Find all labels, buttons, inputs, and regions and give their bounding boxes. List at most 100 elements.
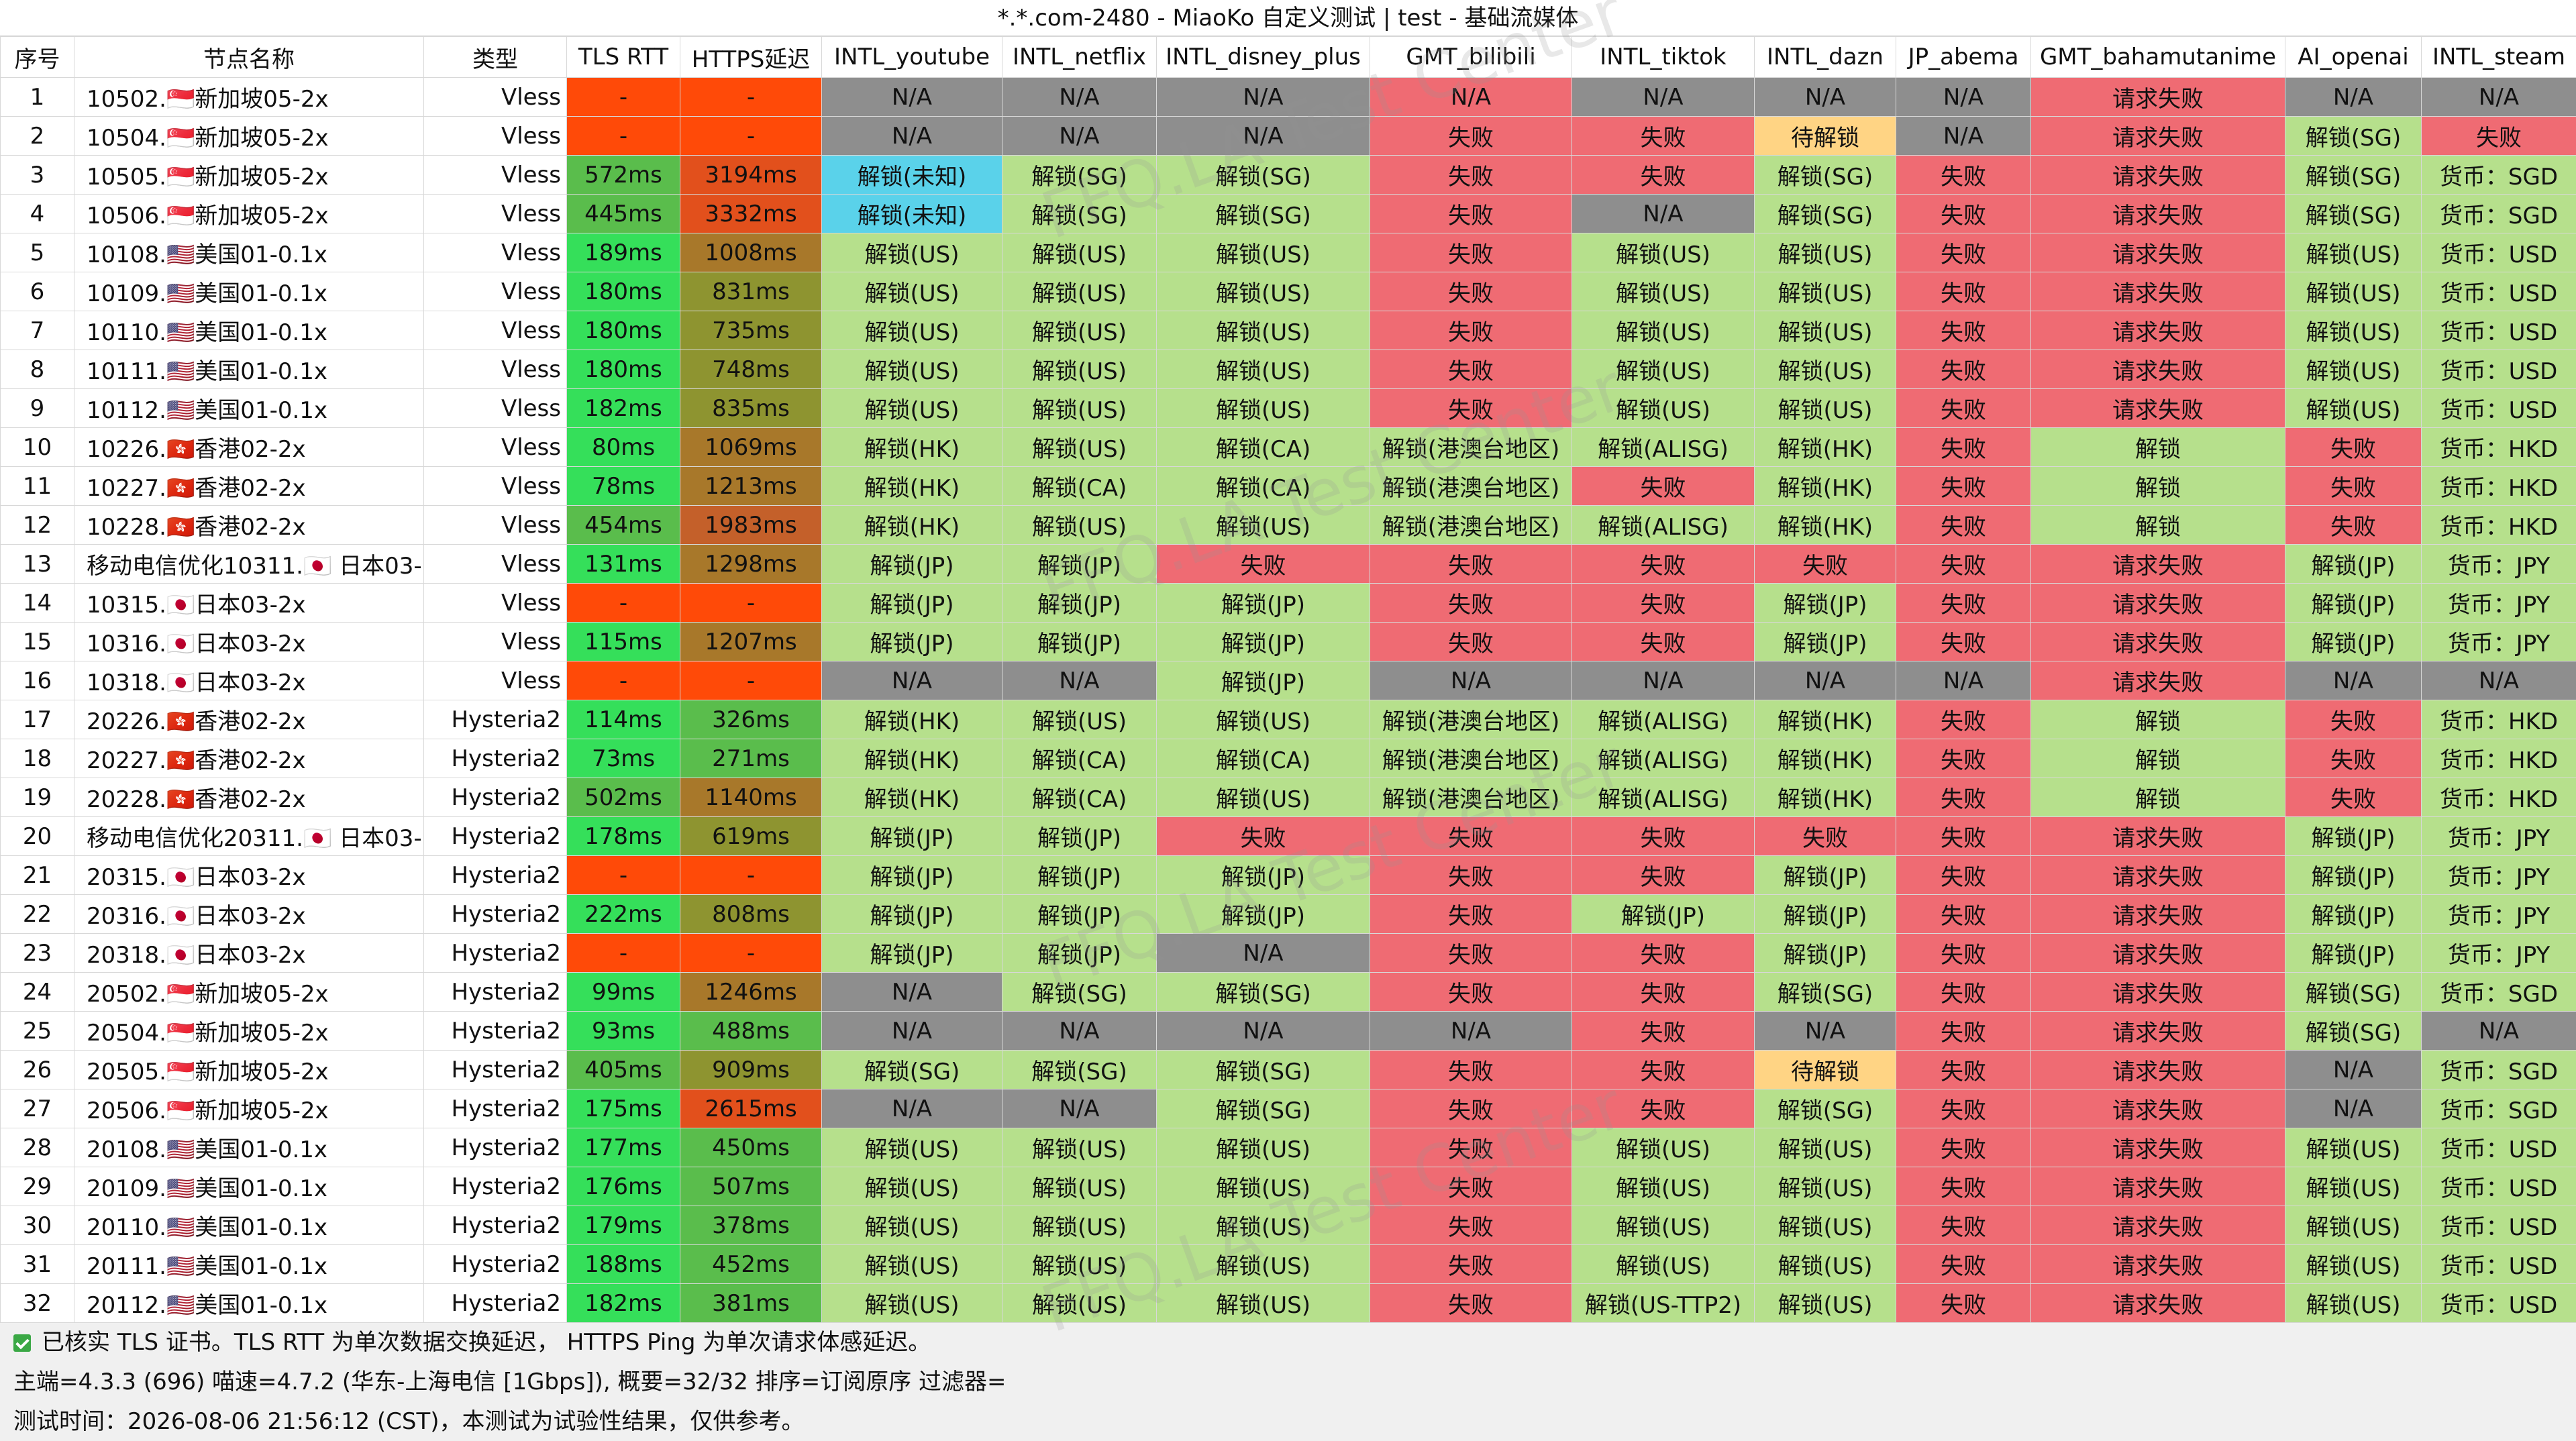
table-cell: 解锁(JP) xyxy=(1002,933,1157,973)
table-cell: 失败 xyxy=(1896,1283,2031,1323)
table-cell: 909ms xyxy=(680,1050,822,1089)
table-cell: 解锁(US) xyxy=(2285,1283,2422,1323)
table-cell: 解锁(US) xyxy=(1002,311,1157,350)
table-cell: 请求失败 xyxy=(2030,933,2285,973)
table-cell: 381ms xyxy=(680,1283,822,1323)
table-cell: 10227.🇭🇰香港02-2x xyxy=(74,466,424,506)
column-header: 序号 xyxy=(0,36,74,78)
table-cell: 解锁(HK) xyxy=(821,739,1002,778)
table-row: 31 20111.🇺🇸美国01-0.1x Hysteria2 188ms 452ms 解锁… xyxy=(0,1244,2576,1284)
table-cell: 解锁(CA) xyxy=(1002,739,1157,778)
table-cell: 解锁(ALISG) xyxy=(1572,739,1755,778)
table-cell: 32 xyxy=(0,1283,74,1323)
table-cell: 14 xyxy=(0,583,74,623)
table-cell: 解锁(SG) xyxy=(2285,155,2422,195)
table-cell: 解锁(SG) xyxy=(2285,194,2422,233)
table-cell: 货币：SGD xyxy=(2421,155,2576,195)
table-cell: 失败 xyxy=(1896,1011,2031,1051)
table-cell: 解锁(JP) xyxy=(1002,622,1157,661)
table-cell: Vless xyxy=(423,77,567,117)
table-cell: 735ms xyxy=(680,311,822,350)
table-cell: 失败 xyxy=(1156,816,1370,856)
table-row: 30 20110.🇺🇸美国01-0.1x Hysteria2 179ms 378ms 解锁… xyxy=(0,1206,2576,1245)
table-cell: 解锁(SG) xyxy=(1156,1089,1370,1128)
table-cell: 解锁(JP) xyxy=(2285,894,2422,934)
table-cell: 解锁(US) xyxy=(821,311,1002,350)
table-cell: 解锁(US) xyxy=(1156,1206,1370,1245)
table-cell: 解锁(未知) xyxy=(821,194,1002,233)
table-cell: 16 xyxy=(0,661,74,700)
table-area: 序号 节点名称 类型 TLS RTT HTTPS延迟 INTL_youtube INTL_n… xyxy=(0,0,2576,1347)
table-cell: 失败 xyxy=(2285,466,2422,506)
table-row: 11 10227.🇭🇰香港02-2x Vless 78ms 1213ms 解锁(HK) 解锁… xyxy=(0,466,2576,506)
table-cell: 解锁(US) xyxy=(1754,1283,1896,1323)
table-cell: 78ms xyxy=(566,466,680,506)
table-cell: 12 xyxy=(0,505,74,545)
table-cell: 解锁 xyxy=(2030,739,2285,778)
table-cell: 解锁(JP) xyxy=(2285,544,2422,584)
table-cell: Vless xyxy=(423,116,567,156)
table-row: 6 10109.🇺🇸美国01-0.1x Vless 180ms 831ms 解锁(US) 解… xyxy=(0,272,2576,311)
table-cell: 请求失败 xyxy=(2030,1050,2285,1089)
table-cell: 502ms xyxy=(566,778,680,817)
table-cell: 20506.🇸🇬新加坡05-2x xyxy=(74,1089,424,1128)
table-row: 4 10506.🇸🇬新加坡05-2x Vless 445ms 3332ms 解锁(未知) 解… xyxy=(0,194,2576,233)
table-cell: N/A xyxy=(1002,77,1157,117)
table-cell: Vless xyxy=(423,388,567,428)
table-cell: 10316.🇯🇵日本03-2x xyxy=(74,622,424,661)
table-cell: 解锁(US) xyxy=(1156,272,1370,311)
table-cell: 请求失败 xyxy=(2030,816,2285,856)
table-cell: Hysteria2 xyxy=(423,700,567,739)
table-cell: 失败 xyxy=(1572,1011,1755,1051)
table-row: 14 10315.🇯🇵日本03-2x Vless - - 解锁(JP) 解锁(JP) 解锁(J… xyxy=(0,583,2576,623)
table-cell: 452ms xyxy=(680,1244,822,1284)
table-cell: 货币：JPY xyxy=(2421,544,2576,584)
table-cell: Vless xyxy=(423,466,567,506)
table-cell: 解锁(HK) xyxy=(1754,739,1896,778)
table-cell: 失败 xyxy=(2285,505,2422,545)
table-cell: 失败 xyxy=(1370,1050,1572,1089)
table-cell: Vless xyxy=(423,544,567,584)
table-cell: N/A xyxy=(1754,1011,1896,1051)
column-header: INTL_tiktok xyxy=(1572,36,1755,78)
table-cell: - xyxy=(566,933,680,973)
table-cell: 10108.🇺🇸美国01-0.1x xyxy=(74,233,424,272)
table-cell: 405ms xyxy=(566,1050,680,1089)
table-cell: 450ms xyxy=(680,1128,822,1167)
table-cell: N/A xyxy=(1572,77,1755,117)
table-cell: 解锁(US) xyxy=(1754,272,1896,311)
table-cell: 解锁(JP) xyxy=(821,816,1002,856)
table-cell: 解锁 xyxy=(2030,427,2285,467)
table-cell: 失败 xyxy=(1896,1244,2031,1284)
table-cell: 572ms xyxy=(566,155,680,195)
table-cell: 请求失败 xyxy=(2030,1128,2285,1167)
table-cell: 失败 xyxy=(1572,816,1755,856)
table-cell: 解锁 xyxy=(2030,466,2285,506)
table-cell: 解锁(CA) xyxy=(1002,466,1157,506)
table-cell: 失败 xyxy=(1896,1050,2031,1089)
table-cell: 解锁(US) xyxy=(1002,388,1157,428)
table-cell: 835ms xyxy=(680,388,822,428)
column-header: 类型 xyxy=(423,36,567,78)
table-cell: 失败 xyxy=(1572,466,1755,506)
table-cell: - xyxy=(680,77,822,117)
table-row: 27 20506.🇸🇬新加坡05-2x Hysteria2 175ms 2615ms N/… xyxy=(0,1089,2576,1128)
table-row: 23 20318.🇯🇵日本03-2x Hysteria2- - 解锁(JP) 解锁(JP)… xyxy=(0,933,2576,973)
table-cell: 解锁(SG) xyxy=(1002,972,1157,1012)
table-cell: N/A xyxy=(1572,194,1755,233)
table-cell: 10318.🇯🇵日本03-2x xyxy=(74,661,424,700)
table-cell: 10226.🇭🇰香港02-2x xyxy=(74,427,424,467)
table-cell: N/A xyxy=(2285,1050,2422,1089)
table-cell: N/A xyxy=(1002,116,1157,156)
table-cell: 解锁(US) xyxy=(821,388,1002,428)
table-cell: 请求失败 xyxy=(2030,583,2285,623)
table-cell: 解锁(ALISG) xyxy=(1572,778,1755,817)
table-cell: 解锁(JP) xyxy=(2285,855,2422,895)
table-cell: Vless xyxy=(423,427,567,467)
table-cell: 失败 xyxy=(1370,194,1572,233)
table-cell: 解锁(US) xyxy=(1002,1244,1157,1284)
table-cell: 请求失败 xyxy=(2030,311,2285,350)
table-cell: 请求失败 xyxy=(2030,1089,2285,1128)
